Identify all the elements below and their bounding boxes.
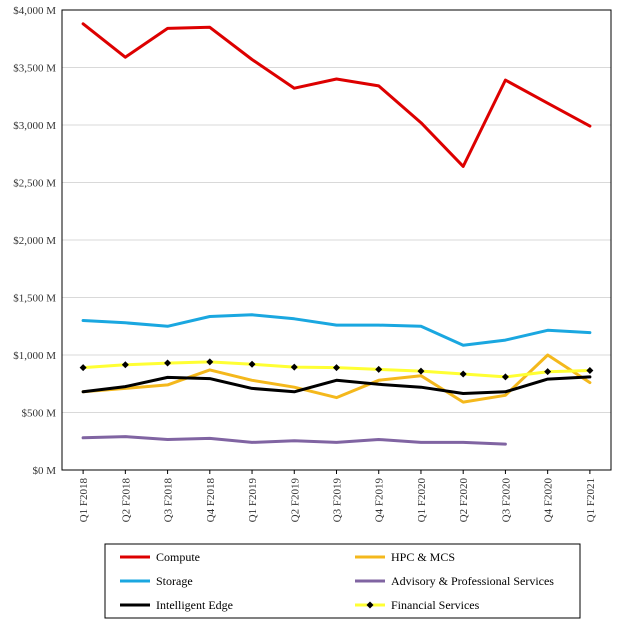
legend-marker	[366, 601, 374, 609]
legend-item: Advisory & Professional Services	[355, 574, 554, 588]
y-axis-tick-labels: $0 M $500 M $1,000 M $1,500 M $2,000 M $2,500…	[13, 5, 56, 477]
x-tick-label: Q4 F2018	[205, 478, 217, 523]
data-point-marker	[459, 370, 467, 378]
y-tick-label: $500 M	[21, 408, 56, 420]
series-2	[81, 313, 592, 347]
x-tick-label: Q1 F2018	[78, 478, 90, 523]
data-point-marker	[206, 358, 214, 366]
data-point-marker	[501, 373, 509, 381]
data-point-marker	[248, 360, 256, 368]
y-tick-label: $4,000 M	[13, 5, 56, 17]
legend: Compute HPC & MCS Storage Advisory & Profes…	[104, 543, 581, 619]
data-point-marker	[333, 364, 340, 372]
y-tick-label: $1,500 M	[13, 293, 56, 305]
x-tick-label: Q1 F2019	[247, 478, 259, 523]
y-tick-label: $2,000 M	[13, 235, 56, 247]
legend-box	[104, 543, 581, 619]
x-tick-label: Q2 F2020	[458, 478, 470, 523]
x-tick-label: Q2 F2018	[120, 478, 132, 523]
data-point-marker	[544, 368, 552, 376]
series-5	[79, 358, 594, 381]
legend-item: HPC & MCS	[355, 550, 455, 564]
x-tick-label: Q1 F2020	[416, 478, 428, 523]
legend-label: HPC & MCS	[391, 550, 455, 564]
legend-label: Intelligent Edge	[156, 598, 233, 612]
legend-item: Intelligent Edge	[120, 598, 233, 612]
y-tick-label: $1,000 M	[13, 350, 56, 362]
data-point-marker	[586, 367, 594, 375]
legend-label: Financial Services	[391, 598, 480, 612]
series-line	[81, 22, 592, 168]
x-tick-label: Q4 F2020	[543, 478, 555, 523]
legend-item: Financial Services	[355, 598, 480, 612]
legend-item: Compute	[120, 550, 200, 564]
plot-area-border	[61, 9, 612, 471]
series-0	[81, 22, 592, 168]
series-1	[81, 353, 592, 404]
data-point-marker	[164, 359, 172, 367]
x-axis-tick-labels: Q1 F2018 Q2 F2018 Q3 F2018 Q4 F2018 Q1 F2019…	[78, 470, 597, 522]
x-tick-label: Q2 F2019	[289, 478, 301, 523]
y-tick-label: $0 M	[32, 465, 56, 477]
x-tick-label: Q1 F2021	[585, 478, 597, 522]
series-line	[81, 375, 592, 395]
series-line	[81, 435, 507, 446]
x-tick-label: Q3 F2018	[163, 478, 175, 523]
data-point-marker	[417, 367, 425, 375]
series-lines	[79, 22, 594, 446]
data-point-marker	[79, 364, 87, 372]
x-tick-label: Q3 F2020	[500, 478, 512, 523]
legend-label: Advisory & Professional Services	[391, 574, 554, 588]
series-line	[81, 313, 592, 347]
x-tick-label: Q3 F2019	[332, 478, 344, 523]
data-point-marker	[290, 363, 298, 371]
series-3	[81, 435, 507, 446]
y-tick-label: $3,000 M	[13, 120, 56, 132]
legend-label: Compute	[156, 550, 200, 564]
x-tick-label: Q4 F2019	[374, 478, 386, 523]
y-tick-label: $2,500 M	[13, 178, 56, 190]
data-point-marker	[375, 365, 383, 373]
data-point-marker	[121, 361, 129, 369]
series-line	[81, 353, 592, 404]
series-4	[81, 375, 592, 395]
y-tick-label: $3,500 M	[13, 63, 56, 75]
legend-label: Storage	[156, 574, 193, 588]
legend-item: Storage	[120, 574, 193, 588]
